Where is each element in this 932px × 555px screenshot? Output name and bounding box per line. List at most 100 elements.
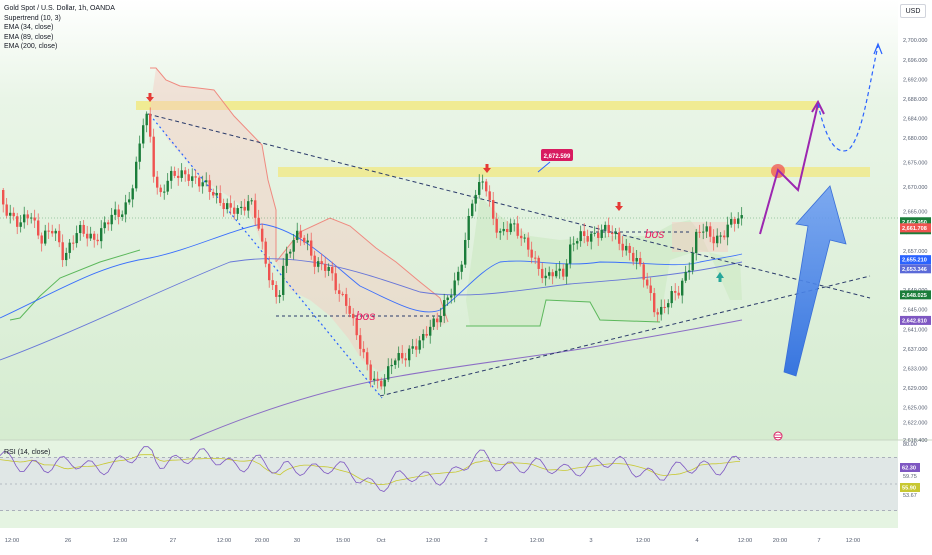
candle (397, 353, 400, 361)
candle (520, 235, 523, 239)
sell-signal-marker-2 (483, 168, 491, 173)
candle (677, 292, 680, 296)
candle (68, 242, 71, 253)
price-label-bg (900, 223, 931, 233)
candle (348, 305, 351, 314)
candle (296, 230, 299, 240)
candle (492, 199, 495, 219)
candle (495, 218, 498, 233)
candle (100, 228, 103, 242)
supertrend-bull-area (466, 196, 742, 326)
candle (19, 222, 22, 227)
candle (264, 241, 267, 264)
candle (380, 380, 383, 387)
candle (54, 230, 57, 234)
candle (65, 252, 68, 261)
candle (219, 192, 222, 203)
candle (394, 360, 397, 365)
candle (212, 191, 215, 196)
price-label-text: 2,642.810 (902, 318, 927, 324)
time-tick-label: 30 (294, 538, 300, 544)
candle (254, 200, 257, 218)
candle (177, 175, 180, 178)
candle (51, 231, 54, 234)
time-tick-label: 12:00 (113, 538, 128, 544)
rsi-value-text: 62.30 (902, 466, 916, 472)
candle (709, 226, 712, 237)
candle (194, 176, 197, 178)
candle (642, 264, 645, 280)
ema34-line (0, 223, 743, 319)
time-tick-label: 12:00 (738, 538, 753, 544)
candle (485, 181, 488, 192)
candle (317, 261, 320, 267)
candle (334, 273, 337, 291)
indicator-ema200[interactable]: EMA (200, close) (4, 43, 58, 50)
candle (450, 295, 453, 298)
candle (198, 177, 201, 187)
candle (670, 291, 673, 304)
candle (544, 275, 547, 279)
candle (446, 297, 449, 301)
candle (649, 285, 652, 294)
time-tick-label: 4 (695, 538, 699, 544)
candle (555, 270, 558, 277)
candle (128, 199, 131, 203)
indicator-ema89[interactable]: EMA (89, close) (4, 33, 54, 41)
candle (292, 239, 295, 252)
candle (362, 348, 365, 353)
sell-signal-marker-3-stem (617, 202, 621, 206)
rsi-legend[interactable]: RSI (14, close) (4, 449, 51, 456)
candle (324, 263, 327, 271)
candle (9, 212, 12, 216)
candle (621, 243, 624, 251)
price-tick-label: 2,645.000 (903, 308, 927, 314)
candle (509, 223, 512, 233)
indicator-supertrend[interactable]: Supertrend (10, 3) (4, 14, 61, 22)
projection-path-dashed (817, 45, 879, 152)
indicator-ema34[interactable]: EMA (34, close) (4, 24, 54, 31)
candle (464, 239, 467, 265)
candle (667, 303, 670, 308)
rsi-value-text: 55.90 (902, 486, 916, 492)
candles (2, 107, 743, 395)
price-label-bg (900, 315, 931, 325)
candle (79, 224, 82, 234)
rsi-tick-label: 80.00 (903, 442, 917, 448)
price-tick-label: 2,641.000 (903, 327, 927, 333)
candle (152, 136, 155, 177)
candle (502, 228, 505, 232)
candle (537, 257, 540, 269)
time-tick-label: 20:00 (773, 538, 788, 544)
candle (250, 200, 253, 202)
candle (653, 293, 656, 313)
candle (681, 280, 684, 296)
candle (187, 174, 190, 181)
rsi-tick-label: 53.67 (903, 493, 917, 499)
candle (436, 318, 439, 323)
candle (215, 192, 218, 196)
rsi-tick-label: 59.75 (903, 474, 917, 480)
candle (299, 230, 302, 238)
candle (534, 257, 537, 259)
candle (89, 233, 92, 239)
currency-button[interactable]: USD (900, 4, 926, 18)
price-tick-label: 2,680.000 (903, 136, 927, 142)
candle (268, 263, 271, 281)
candle (691, 253, 694, 271)
time-tick-label: 12:00 (846, 538, 861, 544)
price-label-text: 2,661.708 (902, 226, 927, 232)
supertrend-bull-line-left (9, 249, 141, 321)
candle (166, 180, 169, 192)
candle (149, 113, 152, 137)
time-tick-label: 15:00 (336, 538, 351, 544)
price-tick-label: 2,665.000 (903, 210, 927, 216)
time-tick-label: 2 (484, 538, 487, 544)
price-label-text: 2,653.346 (902, 267, 927, 273)
candle (44, 230, 47, 244)
buy-signal-marker-stem (718, 278, 722, 282)
candle (513, 223, 516, 225)
symbol-title[interactable]: Gold Spot / U.S. Dollar, 1h, OANDA (4, 5, 115, 12)
